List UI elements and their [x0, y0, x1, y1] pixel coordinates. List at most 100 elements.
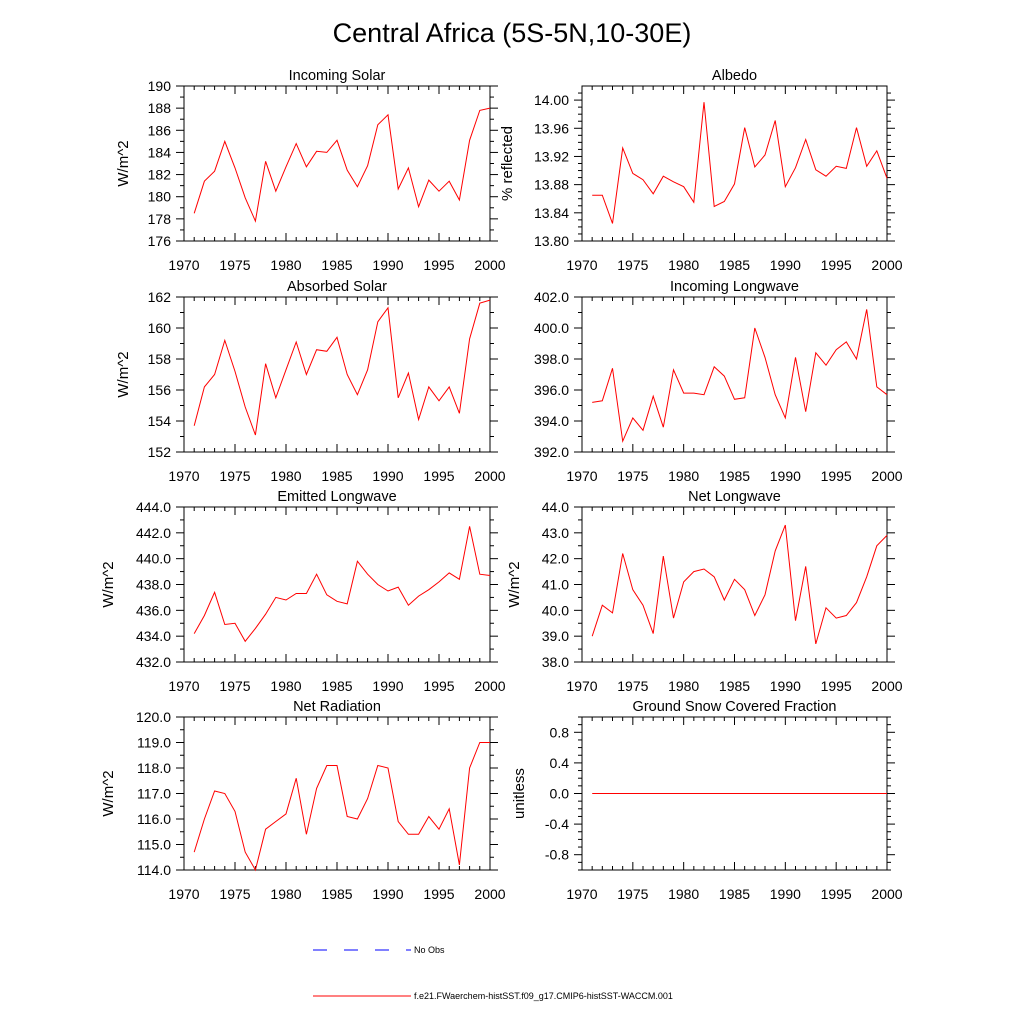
- y-tick-label: 119.0: [137, 735, 171, 751]
- y-tick-label: 13.80: [534, 233, 569, 249]
- y-tick-label: 434.0: [136, 628, 171, 644]
- plot-frame: [581, 506, 888, 663]
- y-tick-label: 0.0: [550, 786, 570, 802]
- panel-title: Ground Snow Covered Fraction: [633, 699, 837, 715]
- x-tick-label: 1980: [668, 678, 699, 694]
- series-line: [193, 742, 490, 872]
- series-line: [591, 524, 888, 645]
- y-tick-label: 184: [148, 144, 172, 160]
- y-tick-label: 14.00: [534, 92, 569, 108]
- x-tick-label: 1990: [372, 886, 403, 902]
- y-tick-label: 182: [148, 167, 172, 183]
- panel-title: Emitted Longwave: [277, 489, 396, 505]
- y-tick-label: 13.84: [534, 205, 569, 221]
- x-tick-label: 1985: [321, 257, 352, 273]
- x-tick-label: 2000: [474, 678, 505, 694]
- x-tick-label: 1990: [372, 678, 403, 694]
- y-tick-label: 190: [148, 78, 172, 94]
- y-tick-label: 115.0: [137, 837, 171, 853]
- y-tick-label: 117.0: [137, 786, 171, 802]
- y-tick-label: 114.0: [137, 862, 171, 878]
- panel-6: Net Longwave W/m^2 1970 1975 1980 1985 1990 199…: [506, 489, 903, 694]
- y-tick-label: 39.0: [542, 628, 569, 644]
- legend-model-label: f.e21.FWaerchem-histSST.f09_g17.CMIP6-hi…: [414, 991, 673, 1001]
- x-tick-label: 1985: [719, 886, 750, 902]
- y-tick-label: 0.8: [550, 724, 570, 740]
- x-tick-label: 1990: [770, 468, 801, 484]
- x-tick-label: 1975: [617, 257, 648, 273]
- x-tick-label: 1995: [423, 678, 454, 694]
- y-tick-label: 396.0: [534, 382, 569, 398]
- y-axis-label: W/m^2: [115, 140, 132, 186]
- y-tick-label: 0.4: [550, 755, 570, 771]
- y-tick-label: 398.0: [534, 351, 569, 367]
- y-tick-label: 162: [148, 289, 172, 305]
- x-tick-label: 1975: [219, 886, 250, 902]
- series-line: [193, 107, 491, 223]
- y-tick-label: 178: [148, 211, 172, 227]
- y-tick-label: 158: [148, 351, 172, 367]
- x-tick-label: 1990: [372, 257, 403, 273]
- x-tick-label: 1970: [566, 468, 597, 484]
- panel-7: Net Radiation W/m^2 1970 1975 1980 1985 1990 19…: [100, 699, 506, 902]
- y-tick-label: 444.0: [136, 499, 171, 515]
- x-tick-label: 1995: [821, 886, 852, 902]
- x-tick-label: 2000: [474, 257, 505, 273]
- y-tick-label: 152: [148, 444, 172, 460]
- x-tick-label: 1990: [770, 678, 801, 694]
- y-tick-label: 432.0: [136, 654, 171, 670]
- plot-frame: [183, 85, 491, 242]
- y-axis-label: W/m^2: [506, 561, 523, 607]
- y-tick-label: 392.0: [534, 444, 569, 460]
- y-axis-label: unitless: [511, 768, 528, 819]
- x-tick-label: 1990: [770, 257, 801, 273]
- panel-1: Incoming Solar W/m^2 1970 1975 1980 1985 1990 1…: [115, 68, 506, 273]
- legend-obs-label: No Obs: [414, 945, 445, 955]
- panel-5: Emitted Longwave W/m^2 1970 1975 1980 1985 199…: [100, 489, 506, 694]
- x-tick-label: 1990: [372, 468, 403, 484]
- y-tick-label: 438.0: [136, 577, 171, 593]
- panel-title: Albedo: [712, 68, 757, 84]
- y-tick-label: 13.92: [534, 148, 569, 164]
- y-tick-label: 400.0: [534, 320, 569, 336]
- panel-title: Net Longwave: [688, 489, 781, 505]
- series-line: [592, 102, 888, 224]
- x-tick-label: 1980: [270, 257, 301, 273]
- x-tick-label: 1985: [719, 257, 750, 273]
- series-line: [193, 526, 491, 643]
- x-tick-label: 1970: [168, 886, 199, 902]
- plot-frame: [581, 85, 888, 242]
- x-tick-label: 2000: [474, 468, 505, 484]
- x-tick-label: 1970: [168, 257, 199, 273]
- y-tick-label: 43.0: [542, 525, 569, 541]
- x-tick-label: 2000: [871, 257, 902, 273]
- y-tick-label: 156: [148, 382, 172, 398]
- x-tick-label: 1980: [270, 468, 301, 484]
- panel-4: Incoming Longwave 1970 1975 1980 1985 1990 199…: [534, 279, 903, 484]
- y-tick-label: 442.0: [136, 525, 171, 541]
- y-tick-label: 188: [148, 100, 172, 116]
- x-tick-label: 1975: [617, 468, 648, 484]
- y-tick-label: 118.0: [137, 760, 171, 776]
- x-tick-label: 1980: [668, 257, 699, 273]
- x-tick-label: 1980: [668, 886, 699, 902]
- x-tick-label: 1985: [719, 468, 750, 484]
- y-tick-label: 13.88: [534, 177, 569, 193]
- x-tick-label: 1970: [168, 678, 199, 694]
- y-tick-label: 40.0: [542, 602, 569, 618]
- series-line: [193, 299, 491, 436]
- x-tick-label: 1970: [566, 678, 597, 694]
- x-tick-label: 1995: [821, 257, 852, 273]
- y-tick-label: -0.4: [545, 816, 569, 832]
- y-tick-label: -0.8: [545, 847, 569, 863]
- x-tick-label: 1980: [668, 468, 699, 484]
- x-tick-label: 2000: [871, 678, 902, 694]
- panel-2: Albedo % reflected 1970 1975 1980 1985 1990 199…: [499, 68, 903, 273]
- x-tick-label: 1995: [821, 468, 852, 484]
- y-tick-label: 186: [148, 122, 172, 138]
- x-tick-label: 1970: [566, 886, 597, 902]
- y-tick-label: 436.0: [136, 602, 171, 618]
- x-tick-label: 2000: [871, 886, 902, 902]
- panel-grid: Incoming Solar W/m^2 1970 1975 1980 1985 1990 1…: [100, 68, 903, 902]
